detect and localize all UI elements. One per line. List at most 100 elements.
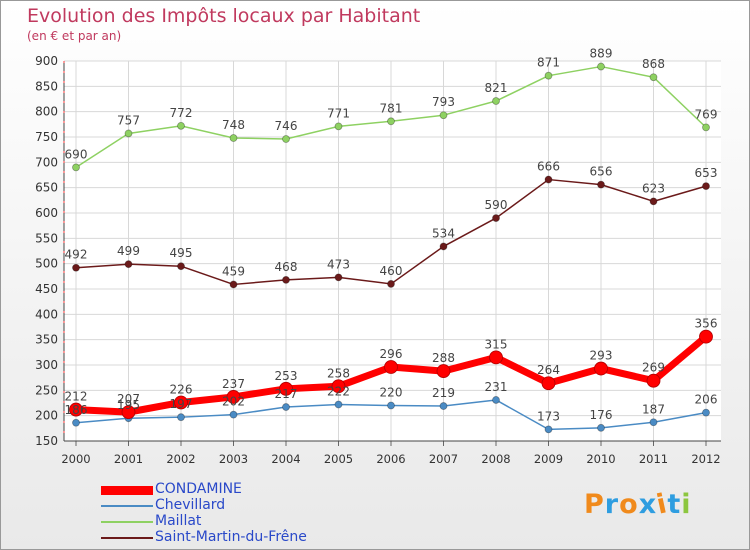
data-point [439,111,448,120]
data-point [334,273,343,282]
data-label: 356 [695,317,718,331]
y-tick-label: 700 [35,155,58,169]
data-label: 590 [485,198,508,212]
data-point [72,418,80,427]
data-point [439,242,448,251]
data-label: 288 [432,351,455,365]
x-tick-label: 2008 [481,452,510,466]
data-point [492,396,500,404]
legend-label: Maillat [155,513,202,529]
chart-title: Evolution des Impôts locaux par Habitant [27,5,421,27]
data-label: 195 [117,398,140,412]
data-point [282,135,290,143]
data-label: 757 [117,113,140,127]
x-tick-label: 2006 [376,452,405,466]
data-label: 219 [432,386,455,400]
data-point [597,180,605,189]
x-tick-label: 2010 [586,452,615,466]
data-point [384,360,398,374]
data-label: 793 [432,95,455,109]
y-tick-label: 600 [35,206,58,220]
y-tick-label: 850 [35,79,58,93]
legend-label: CONDAMINE [155,481,242,497]
y-tick-label: 500 [35,257,58,271]
x-tick-label: 2000 [61,452,90,466]
data-point [492,97,500,105]
data-label: 186 [65,403,88,417]
x-tick-label: 2009 [534,452,563,466]
y-tick-label: 300 [35,358,58,372]
data-label: 187 [642,402,665,416]
data-point [387,401,395,410]
x-tick-label: 2011 [639,452,668,466]
data-point [492,214,500,222]
data-label: 296 [380,347,403,361]
data-point [544,175,553,184]
data-label: 769 [695,107,718,121]
data-label: 771 [327,106,350,120]
data-label: 258 [327,366,350,380]
data-point [387,280,395,288]
data-point [69,402,83,417]
data-point [124,129,133,138]
data-point [279,381,293,396]
x-tick-label: 2003 [219,452,248,466]
data-point [282,403,290,411]
data-label: 197 [170,397,193,411]
y-tick-label: 450 [35,282,58,296]
data-label: 269 [642,361,665,375]
data-point [649,197,658,206]
data-point [702,182,710,191]
data-label: 468 [275,260,298,274]
data-label: 534 [432,226,455,240]
y-tick-label: 150 [35,434,58,448]
data-point [124,260,133,269]
data-point [544,71,553,80]
data-point [649,418,658,427]
data-label: 690 [65,147,88,161]
data-label: 772 [170,106,193,120]
data-label: 222 [327,385,350,399]
y-tick-label: 200 [35,409,58,423]
data-point [331,379,346,394]
y-tick-label: 650 [35,181,58,195]
data-label: 499 [117,244,140,258]
data-label: 237 [222,377,245,391]
proxiti-logo: Proxiti [584,488,692,521]
data-label: 202 [222,395,245,409]
data-point [439,402,448,410]
data-label: 653 [695,166,718,180]
data-point [177,413,185,422]
data-label: 889 [590,47,613,61]
data-label: 173 [537,409,560,423]
data-label: 656 [590,165,613,179]
data-point [72,263,80,272]
x-tick-label: 2004 [271,452,300,466]
data-point [177,121,185,130]
data-label: 473 [327,257,350,271]
data-label: 746 [275,119,298,133]
data-point [177,262,185,271]
x-tick-label: 2012 [691,452,720,466]
data-point [699,329,713,344]
data-point [387,117,395,126]
data-point [121,405,136,420]
data-point [226,390,241,404]
legend-label: Saint-Martin-du-Frêne [155,529,307,545]
chart-subtitle: (en € et par an) [27,29,122,43]
data-label: 748 [222,118,245,132]
data-label: 495 [170,246,193,260]
data-label: 459 [222,264,245,278]
data-label: 206 [695,393,718,407]
data-label: 460 [380,264,403,278]
y-tick-label: 750 [35,130,58,144]
y-tick-label: 900 [35,54,58,68]
data-point [72,163,80,172]
legend-label: Chevillard [155,497,226,513]
data-label: 868 [642,57,665,71]
y-tick-label: 400 [35,307,58,321]
data-label: 781 [380,101,403,115]
x-tick-label: 2001 [114,452,143,466]
data-label: 207 [117,392,140,406]
